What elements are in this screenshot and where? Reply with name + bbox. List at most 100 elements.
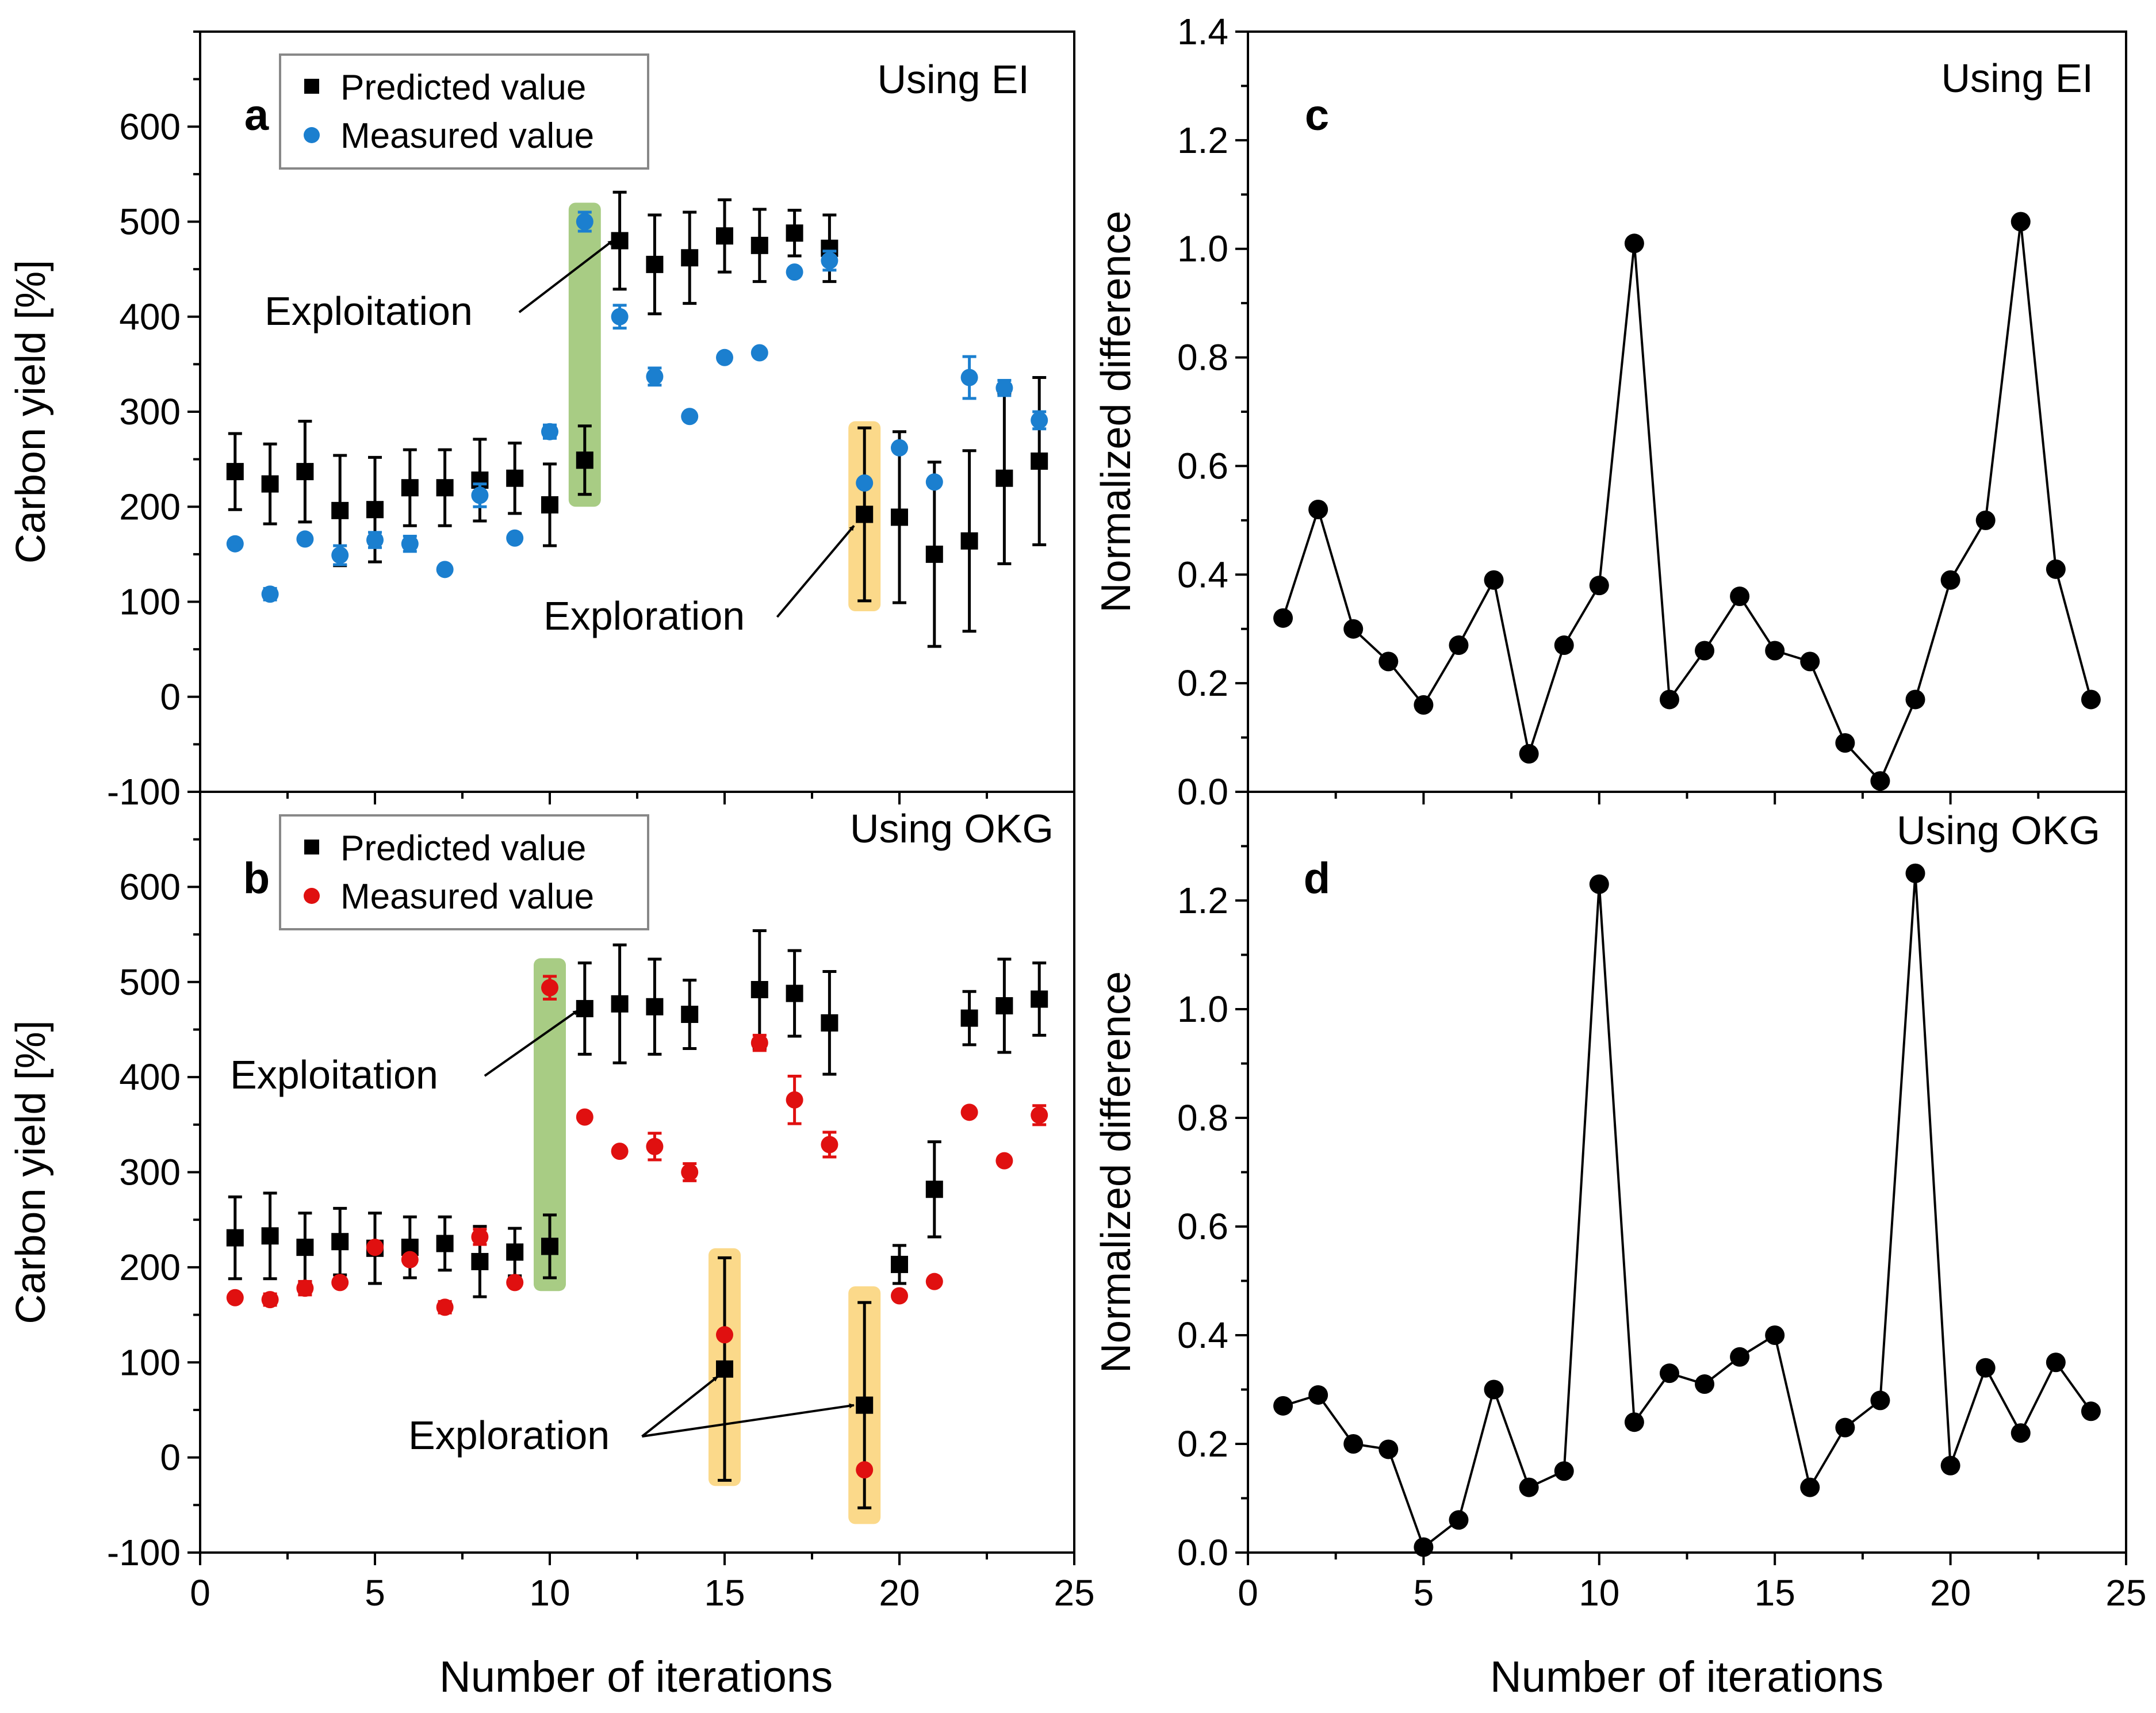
y-tick-label: 400 — [119, 296, 181, 338]
legend-label-predicted: Predicted value — [340, 829, 586, 868]
predicted-point — [995, 469, 1013, 487]
measured-point — [611, 1143, 629, 1160]
predicted-point — [541, 1237, 558, 1255]
data-point — [1589, 874, 1609, 894]
data-point — [1870, 1390, 1890, 1411]
data-point — [1554, 635, 1574, 656]
data-point — [1835, 733, 1855, 753]
predicted-point — [786, 224, 803, 242]
measured-point — [366, 1239, 384, 1256]
x-tick-label: 25 — [1054, 1572, 1094, 1614]
predicted-point — [436, 1235, 454, 1252]
data-point — [1589, 576, 1609, 596]
highlight-exploit-band — [568, 202, 601, 507]
x-tick-label: 25 — [2105, 1572, 2146, 1614]
predicted-point — [331, 1233, 349, 1251]
y-tick-label: 500 — [119, 961, 181, 1003]
data-point — [1975, 510, 1996, 530]
data-point — [1940, 570, 1960, 590]
predicted-point — [1031, 452, 1048, 470]
data-point — [1343, 619, 1364, 639]
predicted-point — [925, 545, 943, 563]
y-tick-label: 0.0 — [1177, 1532, 1228, 1573]
measured-point — [1031, 1106, 1048, 1124]
y-tick-label: 100 — [119, 581, 181, 623]
y-tick-label: 0.2 — [1177, 662, 1228, 704]
data-point — [2046, 1352, 2066, 1373]
data-point — [1870, 771, 1890, 791]
annotation-text: Exploitation — [230, 1052, 438, 1097]
predicted-point — [611, 232, 629, 250]
panel-a: -100 0 100 200 300 400 500 600 Carbon yield [%] a… — [8, 30, 1075, 813]
predicted-point — [856, 505, 874, 523]
data-point — [1800, 1477, 1820, 1497]
predicted-point — [506, 1243, 524, 1261]
measured-point — [471, 486, 489, 504]
y-tick-label: 0.4 — [1177, 1315, 1228, 1356]
predicted-point — [576, 451, 593, 469]
x-axis-label-right: Number of iterations — [1490, 1653, 1883, 1701]
legend-marker-predicted — [304, 840, 319, 854]
predicted-point — [646, 998, 664, 1015]
measured-point — [821, 252, 838, 270]
data-point — [1378, 1439, 1399, 1459]
predicted-point — [436, 479, 454, 497]
predicted-point — [366, 501, 384, 519]
predicted-point — [331, 501, 349, 519]
data-point — [1414, 695, 1434, 715]
data-point — [2011, 1423, 2031, 1443]
y-axis-label: Carbon yield [%] — [8, 260, 54, 564]
y-tick-label: 0.6 — [1177, 445, 1228, 486]
data-point — [1308, 499, 1328, 519]
data-point — [1905, 689, 1925, 710]
measured-point — [891, 439, 908, 457]
x-tick-label: 20 — [1930, 1572, 1971, 1614]
predicted-point — [506, 469, 524, 487]
data-point — [1835, 1417, 1855, 1438]
measured-point — [541, 423, 558, 440]
data-point — [1905, 863, 1925, 883]
x-tick-label: 5 — [1414, 1572, 1434, 1614]
data-point — [1519, 744, 1539, 764]
measured-point — [611, 308, 629, 325]
predicted-point — [786, 984, 803, 1002]
legend-marker-measured — [304, 127, 320, 143]
data-point — [1659, 689, 1679, 710]
panel-label: c — [1305, 91, 1329, 140]
data-point — [1940, 1455, 1960, 1476]
figure-labels: Number of iterations Number of iteration… — [439, 1653, 1883, 1701]
data-point — [1975, 1358, 1996, 1378]
measured-point — [226, 1289, 244, 1306]
panel-b: 0 5 10 15 20 25-1000100200300400500600Carbon … — [8, 791, 1095, 1614]
y-tick-label: 0.2 — [1177, 1423, 1228, 1465]
predicted-point — [681, 1005, 699, 1023]
measured-point — [786, 1091, 803, 1109]
data-point — [1449, 635, 1469, 656]
x-tick-label: 5 — [365, 1572, 385, 1614]
predicted-point — [401, 479, 419, 497]
y-tick-label: 200 — [119, 486, 181, 527]
y-tick-label: 1.2 — [1177, 120, 1228, 161]
data-point — [2081, 1401, 2101, 1421]
measured-point — [226, 535, 244, 553]
measured-point — [681, 1163, 699, 1181]
data-point — [1484, 1379, 1504, 1400]
series-line — [1282, 873, 2092, 1549]
predicted-point — [960, 532, 978, 550]
y-tick-label: -100 — [107, 771, 181, 813]
measured-point — [925, 1273, 943, 1290]
panel-title: Using OKG — [1897, 808, 2100, 853]
panel-title: Using EI — [877, 57, 1029, 102]
data-point — [1695, 641, 1715, 661]
y-tick-label: 0 — [160, 676, 181, 718]
data-point — [1308, 1385, 1328, 1405]
data-point — [1695, 1374, 1715, 1394]
y-axis-label: Carbon yield [%] — [8, 1020, 54, 1324]
y-tick-label: 600 — [119, 106, 181, 147]
measured-point — [995, 379, 1013, 397]
annotation-arrow — [518, 239, 614, 313]
measured-point — [716, 348, 733, 366]
y-tick-label: 0.4 — [1177, 554, 1228, 595]
panel-c: 0.0 0.2 0.4 0.6 0.8 1.0 1.2 1.4 Normalized diffe… — [1093, 11, 2127, 813]
y-tick-label: 200 — [119, 1247, 181, 1288]
